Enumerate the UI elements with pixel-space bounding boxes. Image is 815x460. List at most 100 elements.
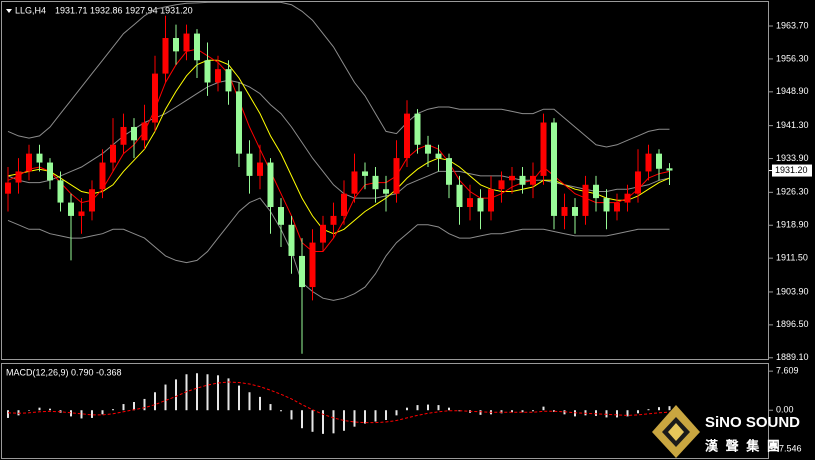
candle-body [467, 198, 473, 208]
macd-bar [385, 410, 387, 420]
candle-body [351, 171, 358, 194]
macd-bar [164, 384, 167, 411]
macd-bar [290, 410, 293, 420]
candle-body [509, 175, 515, 181]
macd-panel [1, 363, 769, 459]
candle-body [183, 33, 190, 52]
y-tick-label: 1948.90 [776, 86, 809, 96]
macd-bar [574, 410, 576, 417]
macd-bar [437, 405, 440, 411]
macd-bar [584, 410, 587, 416]
macd-bar [70, 410, 72, 417]
macd-bar [416, 405, 419, 411]
macd-bar [427, 404, 429, 411]
macd-bar [154, 392, 156, 411]
candle-body [551, 122, 557, 216]
macd-bar [542, 406, 545, 411]
y-tick-label: 1963.70 [776, 20, 809, 30]
y-tick-label: 1941.30 [776, 120, 809, 130]
candle-body [477, 198, 484, 212]
macd-bar [80, 410, 83, 419]
candle-body [162, 38, 169, 74]
macd-bar [448, 407, 450, 411]
signal-line [7, 381, 670, 424]
candle-body [561, 207, 568, 216]
indicator-line [7, 79, 670, 199]
y-tick-label: 7.609 [776, 366, 799, 376]
candle-body [456, 184, 463, 208]
macd-bar [38, 407, 41, 411]
candle-body [446, 158, 452, 185]
candle-body [645, 153, 652, 172]
candle-body [404, 113, 410, 159]
macd-bar [595, 410, 597, 416]
y-tick-label: 1956.30 [776, 53, 809, 63]
candle-body [173, 38, 179, 52]
candle-body [572, 207, 578, 216]
candle-body [57, 180, 64, 203]
candle-body [372, 175, 379, 190]
candle-body [519, 175, 526, 185]
macd-bar [637, 410, 639, 414]
macd-bar [28, 410, 30, 411]
macd-bar [364, 410, 366, 424]
macd-title: MACD(12,26,9) 0.790 -0.368 [6, 367, 122, 377]
candle-body [299, 255, 305, 288]
candle-body [36, 153, 43, 163]
macd-bar [332, 410, 335, 434]
macd-bar [626, 410, 629, 417]
candle-body [603, 198, 610, 212]
y-tick-label: 1911.50 [776, 253, 808, 263]
macd-bar [112, 409, 114, 411]
candle-body [614, 202, 620, 212]
price-panel [1, 1, 769, 360]
candle-body [267, 162, 274, 208]
candle-body [362, 171, 368, 176]
macd-bar [7, 410, 9, 418]
dropdown-icon [6, 9, 12, 13]
candle-body [26, 153, 32, 172]
candle-body [309, 242, 316, 288]
macd-bar [553, 410, 555, 412]
logo: SiNO SOUND 漢 聲 集 團 [652, 405, 800, 458]
candle-body [624, 193, 631, 203]
macd-bar [17, 410, 20, 416]
macd-bar [227, 378, 230, 411]
candle-body [383, 189, 389, 194]
logo-subtitle: 漢 聲 集 團 [705, 438, 782, 453]
candle-body [215, 69, 221, 83]
macd-bar [532, 410, 534, 412]
candle-body [330, 215, 337, 225]
y-tick-label: 1896.50 [776, 319, 809, 329]
macd-bar [521, 410, 524, 413]
candle-body [593, 184, 599, 199]
macd-bar [406, 407, 408, 411]
macd-bar [343, 410, 345, 431]
macd-bar [196, 373, 198, 411]
candle-body [666, 168, 673, 171]
macd-bar [143, 398, 146, 411]
macd-bar [280, 410, 282, 412]
macd-bar [133, 402, 135, 411]
indicator-line [7, 59, 670, 235]
candle-body [530, 175, 536, 185]
candle-body [414, 113, 421, 145]
candle-body [320, 224, 326, 243]
macd-bar [668, 406, 671, 411]
candle-body [204, 60, 211, 83]
macd-bar [259, 396, 261, 411]
candle-body [540, 122, 547, 176]
macd-bar [248, 392, 251, 411]
candle-body [488, 189, 494, 212]
candle-body [89, 189, 95, 212]
candle-body [120, 126, 127, 145]
candle-body [236, 91, 242, 154]
candle-body [194, 33, 200, 61]
macd-bar [353, 410, 356, 427]
y-tick-label: 0.00 [776, 405, 794, 415]
candle-body [257, 162, 263, 176]
y-tick-label: 1926.30 [776, 187, 809, 197]
candle-body [278, 207, 284, 225]
y-tick-label: 1933.90 [776, 153, 809, 163]
candle-body [635, 171, 641, 194]
